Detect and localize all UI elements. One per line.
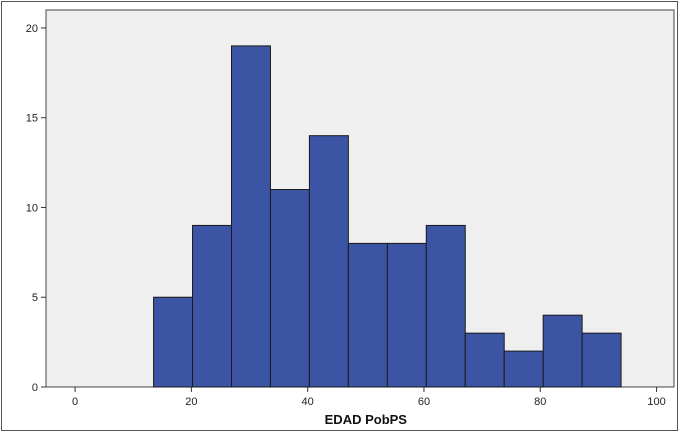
histogram-bar-10 (503, 350, 544, 388)
histogram-bar-1 (153, 296, 194, 388)
histogram-bar-9 (464, 332, 505, 388)
x-tick-label: 0 (72, 396, 78, 408)
y-tick-label: 20 (26, 23, 38, 35)
x-tick-label: 60 (418, 396, 430, 408)
x-axis-title: EDAD PobPS (325, 412, 408, 427)
x-tick-label: 20 (185, 396, 197, 408)
histogram-bar-7 (386, 242, 427, 388)
histogram-bar-11 (542, 314, 583, 388)
y-tick-label: 5 (32, 292, 38, 304)
y-tick-label: 10 (26, 202, 38, 214)
histogram-bar-3 (230, 45, 271, 388)
y-tick-label: 0 (32, 382, 38, 394)
histogram-bar-5 (308, 135, 349, 388)
x-tick-label: 40 (302, 396, 314, 408)
y-tick-label: 15 (26, 113, 38, 125)
histogram-bar-12 (581, 332, 622, 388)
histogram-bar-6 (347, 242, 388, 388)
axes-group: 0 5 10 15 20 0 20 40 60 80 100 (26, 23, 666, 408)
bars-group (153, 45, 622, 388)
histogram-bar-4 (269, 189, 310, 388)
x-tick-label: 100 (647, 396, 665, 408)
histogram-bar-2 (192, 224, 232, 388)
histogram-bar-8 (425, 224, 466, 388)
x-tick-label: 80 (534, 396, 546, 408)
